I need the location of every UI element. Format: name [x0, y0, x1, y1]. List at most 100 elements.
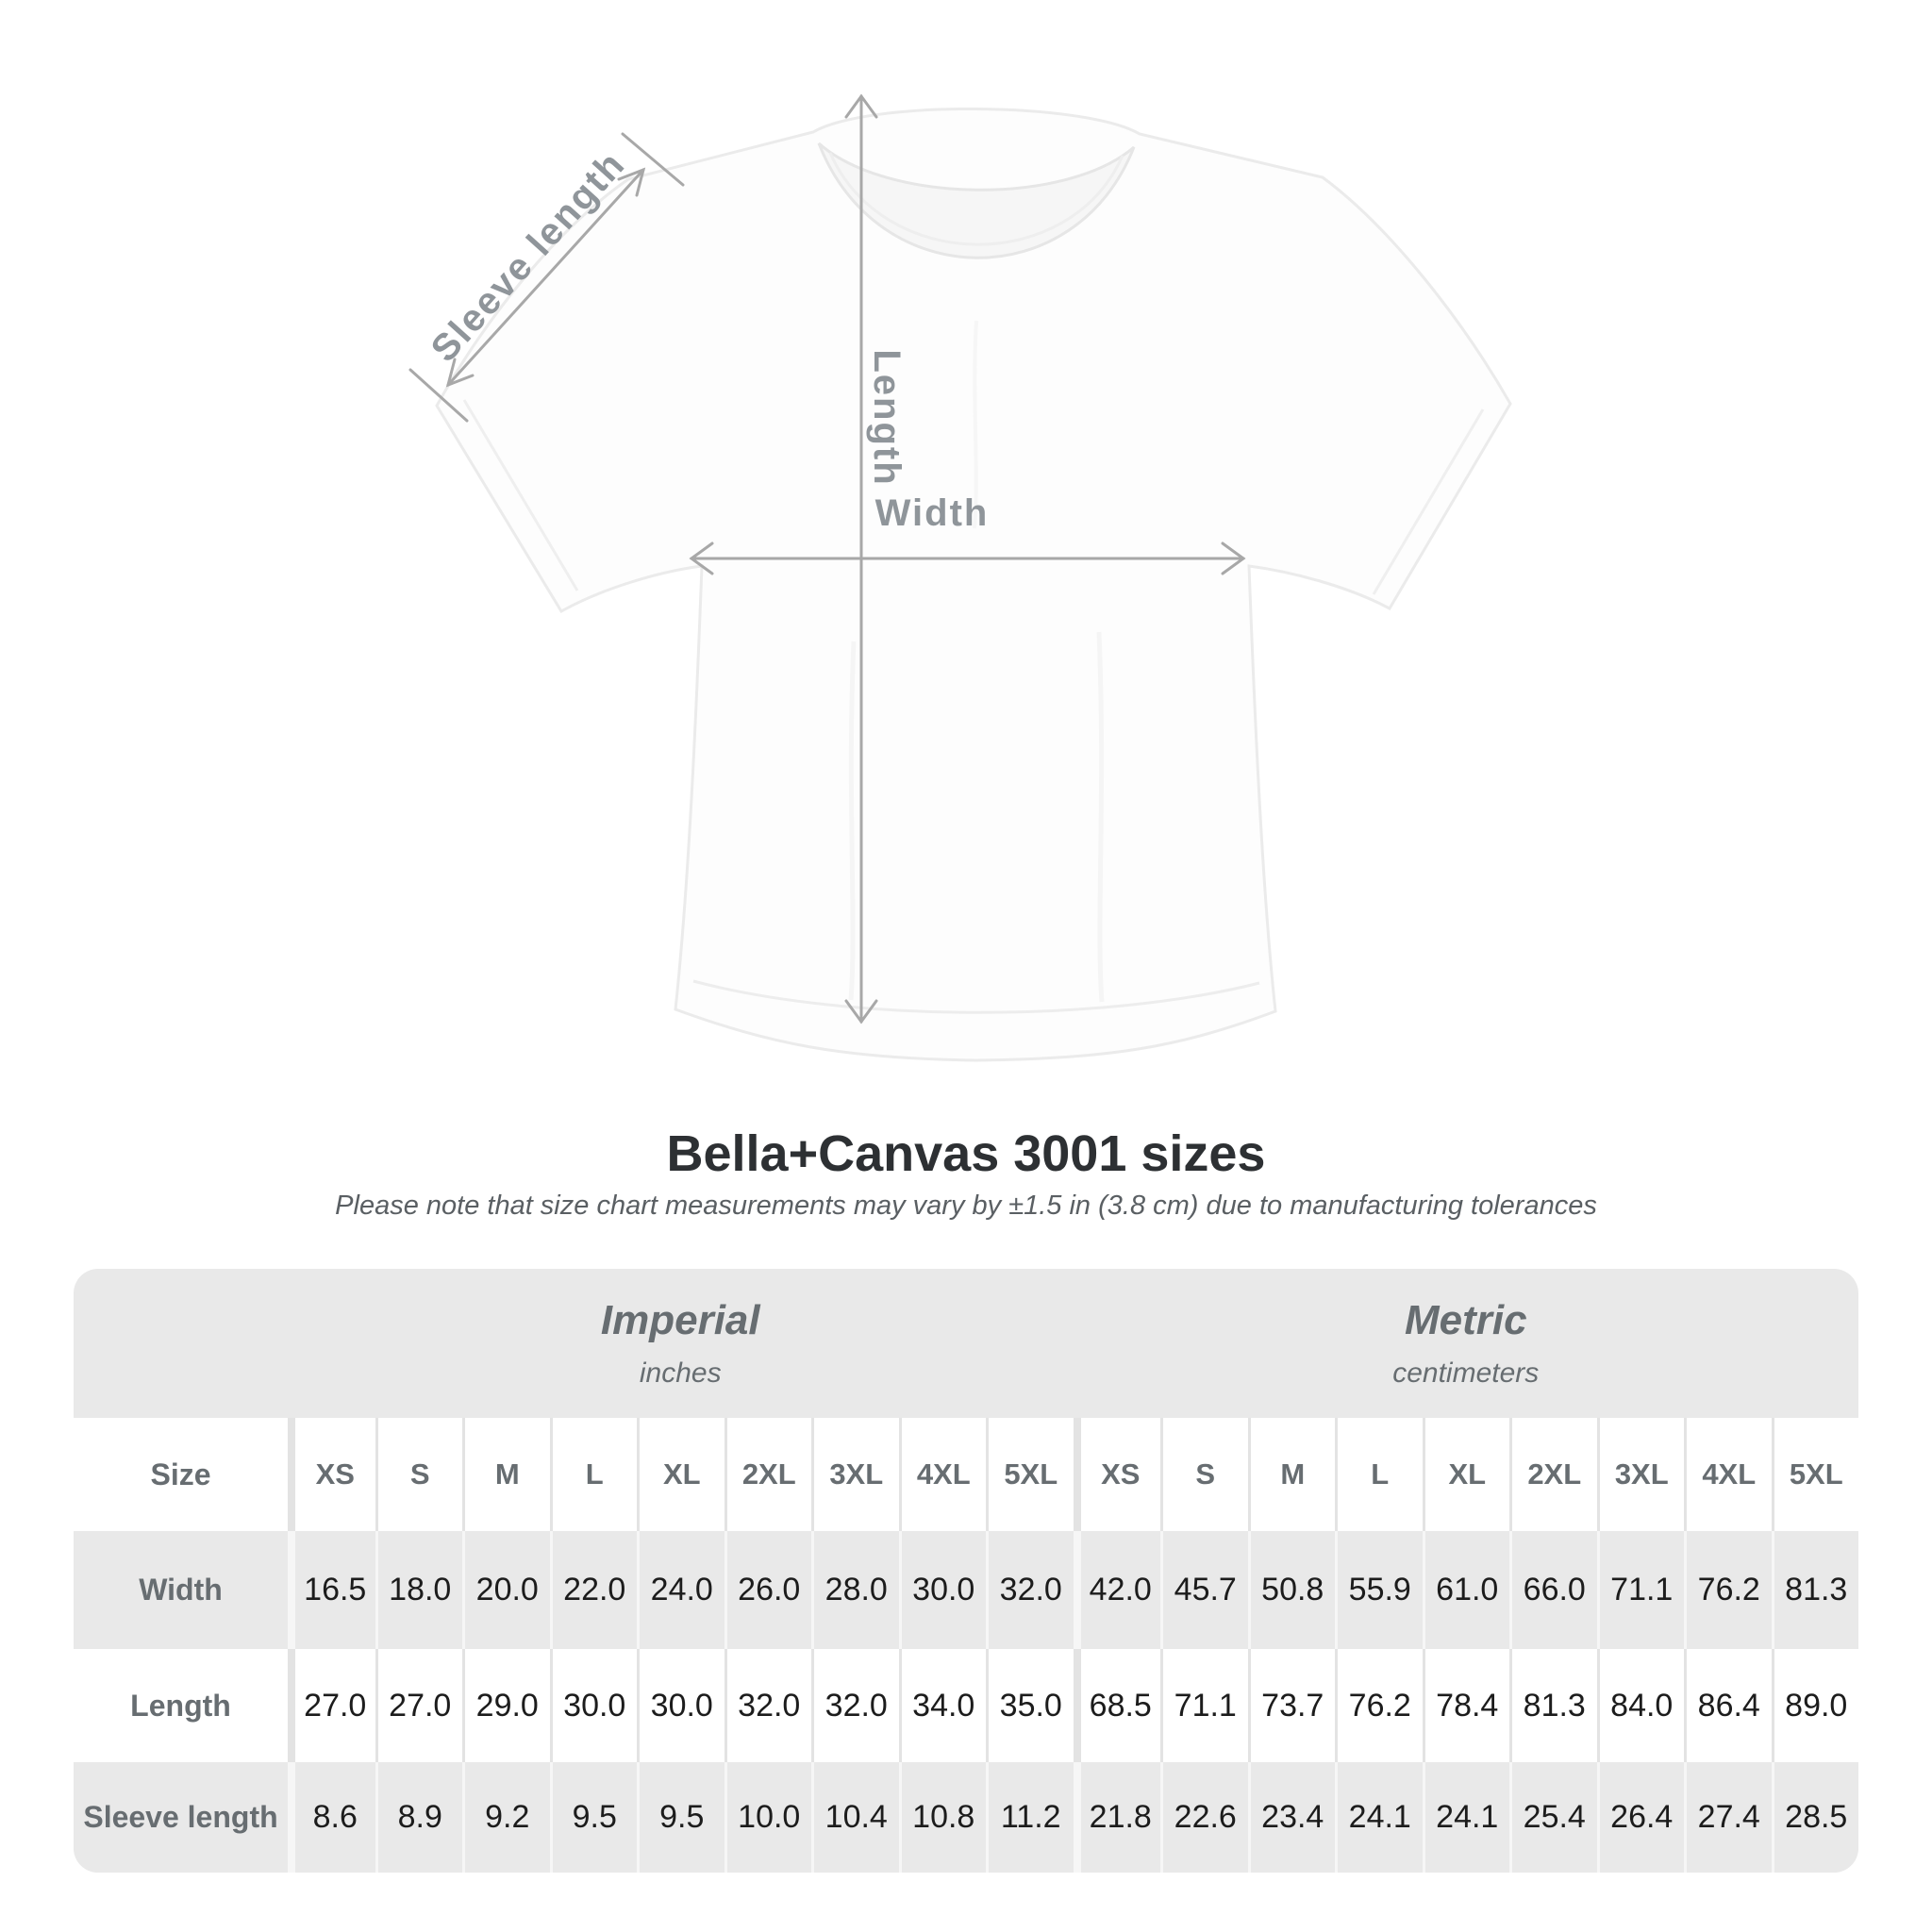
- cell-width-s-imperial: 18.0: [375, 1531, 462, 1649]
- cell-length-5xl-imperial: 35.0: [986, 1649, 1074, 1762]
- cell-width-xs-imperial: 16.5: [288, 1531, 375, 1649]
- column-header-3xl-imperial: 3XL: [811, 1418, 899, 1531]
- cell-length-xs-imperial: 27.0: [288, 1649, 375, 1762]
- cell-width-4xl-imperial: 30.0: [898, 1531, 986, 1649]
- cell-width-2xl-metric: 66.0: [1509, 1531, 1597, 1649]
- tshirt-body: [435, 108, 1512, 1062]
- cell-width-l-metric: 55.9: [1335, 1531, 1423, 1649]
- cell-sleeve-length-2xl-imperial: 10.0: [724, 1762, 811, 1873]
- cell-width-4xl-metric: 76.2: [1684, 1531, 1772, 1649]
- column-header-2xl-imperial: 2XL: [724, 1418, 811, 1531]
- tolerance-note: Please note that size chart measurements…: [335, 1191, 1597, 1221]
- cell-width-xl-metric: 61.0: [1422, 1531, 1509, 1649]
- cell-length-xl-metric: 78.4: [1422, 1649, 1509, 1762]
- cell-length-s-metric: 71.1: [1160, 1649, 1248, 1762]
- column-header-xl-metric: XL: [1422, 1418, 1509, 1531]
- column-header-l-imperial: L: [549, 1418, 637, 1531]
- group-header-spacer: [74, 1269, 288, 1418]
- size-table: Imperial inches Metric centimeters Size XS S M L…: [74, 1269, 1858, 1873]
- cell-length-xl-imperial: 30.0: [637, 1649, 724, 1762]
- cell-sleeve-length-5xl-metric: 28.5: [1771, 1762, 1858, 1873]
- tshirt-left-cuff-stitch: [462, 399, 579, 591]
- cell-sleeve-length-xl-metric: 24.1: [1422, 1762, 1509, 1873]
- cell-length-4xl-imperial: 34.0: [898, 1649, 986, 1762]
- group-header-metric: Metric centimeters: [1074, 1269, 1859, 1418]
- cell-sleeve-length-2xl-metric: 25.4: [1509, 1762, 1597, 1873]
- row-label-width: Width: [74, 1531, 288, 1649]
- cell-sleeve-length-5xl-imperial: 11.2: [986, 1762, 1074, 1873]
- column-header-4xl-metric: 4XL: [1684, 1418, 1772, 1531]
- cell-width-3xl-metric: 71.1: [1596, 1531, 1684, 1649]
- column-header-s-imperial: S: [375, 1418, 462, 1531]
- cell-length-3xl-metric: 84.0: [1596, 1649, 1684, 1762]
- column-header-4xl-imperial: 4XL: [898, 1418, 986, 1531]
- cell-width-m-imperial: 20.0: [462, 1531, 550, 1649]
- group-label: Imperial: [600, 1297, 760, 1343]
- cell-sleeve-length-l-metric: 24.1: [1335, 1762, 1423, 1873]
- cell-sleeve-length-s-metric: 22.6: [1160, 1762, 1248, 1873]
- cell-sleeve-length-3xl-imperial: 10.4: [811, 1762, 899, 1873]
- column-header-5xl-metric: 5XL: [1771, 1418, 1858, 1531]
- column-header-s-metric: S: [1160, 1418, 1248, 1531]
- cell-length-m-imperial: 29.0: [462, 1649, 550, 1762]
- cell-sleeve-length-4xl-metric: 27.4: [1684, 1762, 1772, 1873]
- cell-length-l-metric: 76.2: [1335, 1649, 1423, 1762]
- cell-width-l-imperial: 22.0: [549, 1531, 637, 1649]
- tshirt-hem-stitch: [692, 979, 1260, 1014]
- cell-sleeve-length-3xl-metric: 26.4: [1596, 1762, 1684, 1873]
- sleeve-length-dimension-arrow: [408, 132, 685, 423]
- cell-sleeve-length-m-imperial: 9.2: [462, 1762, 550, 1873]
- cell-length-xs-metric: 68.5: [1073, 1649, 1160, 1762]
- cell-length-m-metric: 73.7: [1247, 1649, 1335, 1762]
- tshirt-illustration: [435, 108, 1512, 1062]
- row-label-length: Length: [74, 1649, 288, 1762]
- cell-length-3xl-imperial: 32.0: [811, 1649, 899, 1762]
- cell-sleeve-length-xl-imperial: 9.5: [637, 1762, 724, 1873]
- cell-sleeve-length-xs-metric: 21.8: [1073, 1762, 1160, 1873]
- length-label: Length: [866, 349, 908, 486]
- cell-sleeve-length-l-imperial: 9.5: [549, 1762, 637, 1873]
- column-header-xs-imperial: XS: [288, 1418, 375, 1531]
- column-header-m-imperial: M: [462, 1418, 550, 1531]
- table-corner-label: Size: [74, 1418, 288, 1531]
- cell-length-5xl-metric: 89.0: [1771, 1649, 1858, 1762]
- tshirt-collar-band: [828, 152, 1124, 246]
- cell-sleeve-length-s-imperial: 8.9: [375, 1762, 462, 1873]
- tshirt-measurement-diagram: Sleeve length Length Width: [408, 93, 1512, 1062]
- cell-length-4xl-metric: 86.4: [1684, 1649, 1772, 1762]
- tshirt-collar-opening: [817, 142, 1136, 259]
- column-header-xs-metric: XS: [1073, 1418, 1160, 1531]
- cell-length-s-imperial: 27.0: [375, 1649, 462, 1762]
- cell-length-2xl-metric: 81.3: [1509, 1649, 1597, 1762]
- column-header-3xl-metric: 3XL: [1596, 1418, 1684, 1531]
- page-title: Bella+Canvas 3001 sizes: [666, 1125, 1266, 1182]
- column-header-xl-imperial: XL: [637, 1418, 724, 1531]
- tshirt-right-cuff-stitch: [1372, 408, 1485, 595]
- cell-length-l-imperial: 30.0: [549, 1649, 637, 1762]
- tshirt-fold: [1096, 631, 1105, 1003]
- tshirt-fold: [848, 641, 857, 1001]
- group-header-imperial: Imperial inches: [288, 1269, 1074, 1418]
- group-label: Metric: [1404, 1297, 1527, 1343]
- row-label-sleeve-length: Sleeve length: [74, 1762, 288, 1873]
- column-header-2xl-metric: 2XL: [1509, 1418, 1597, 1531]
- column-header-m-metric: M: [1247, 1418, 1335, 1531]
- cell-width-m-metric: 50.8: [1247, 1531, 1335, 1649]
- cell-length-2xl-imperial: 32.0: [724, 1649, 811, 1762]
- cell-width-s-metric: 45.7: [1160, 1531, 1248, 1649]
- group-unit-label: inches: [639, 1357, 722, 1389]
- cell-sleeve-length-4xl-imperial: 10.8: [898, 1762, 986, 1873]
- tshirt-fold: [973, 320, 978, 529]
- column-header-5xl-imperial: 5XL: [986, 1418, 1074, 1531]
- width-dimension-arrow: [689, 541, 1246, 575]
- cell-sleeve-length-xs-imperial: 8.6: [288, 1762, 375, 1873]
- cell-width-xs-metric: 42.0: [1073, 1531, 1160, 1649]
- width-label: Width: [875, 492, 990, 534]
- cell-sleeve-length-m-metric: 23.4: [1247, 1762, 1335, 1873]
- cell-width-3xl-imperial: 28.0: [811, 1531, 899, 1649]
- cell-width-xl-imperial: 24.0: [637, 1531, 724, 1649]
- column-header-l-metric: L: [1335, 1418, 1423, 1531]
- group-unit-label: centimeters: [1392, 1357, 1540, 1389]
- cell-width-5xl-metric: 81.3: [1771, 1531, 1858, 1649]
